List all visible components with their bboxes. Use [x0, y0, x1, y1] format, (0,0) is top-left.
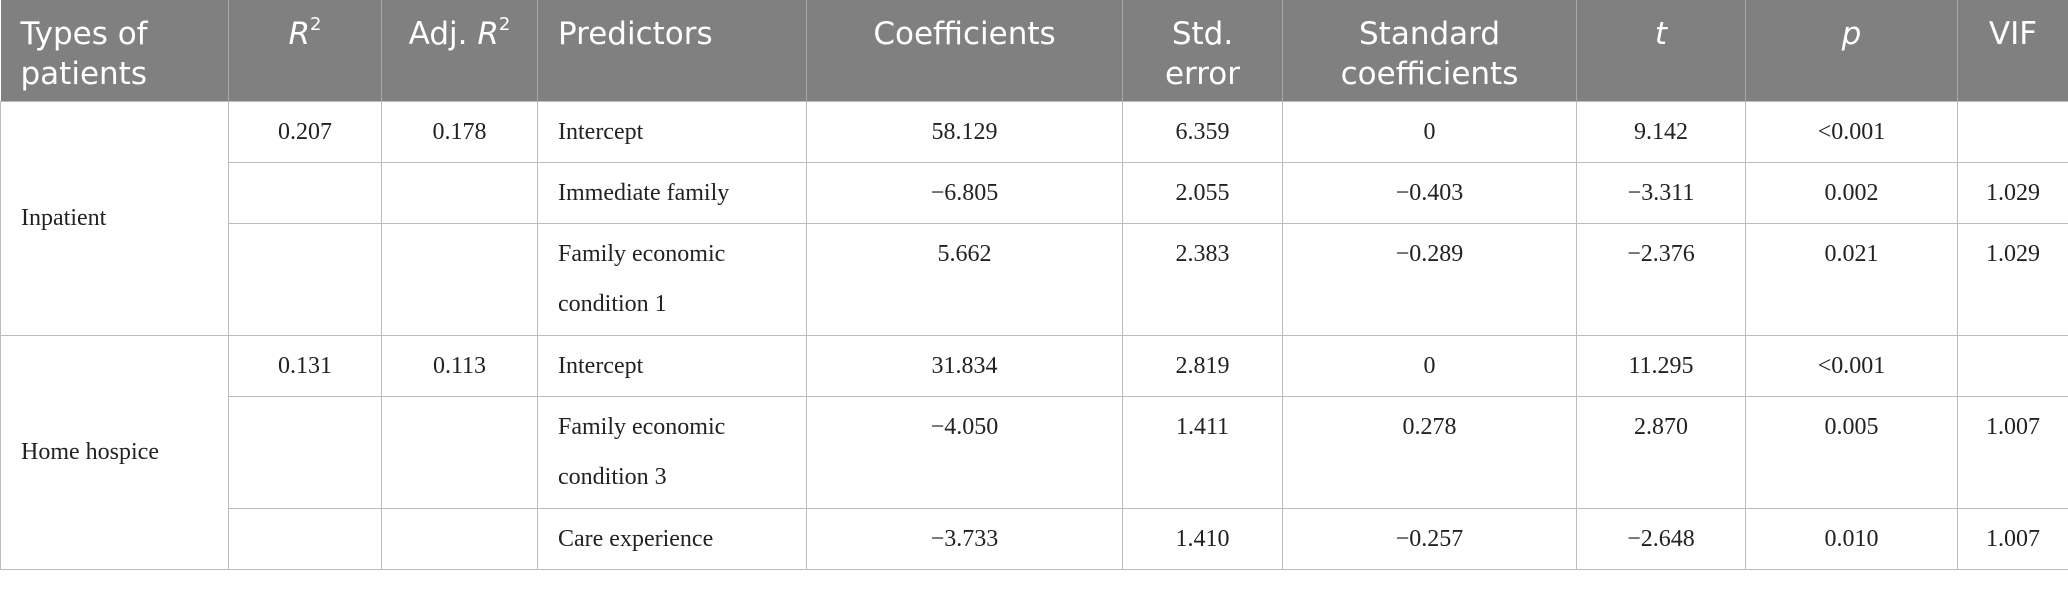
- column-header: R2: [228, 0, 382, 101]
- value-cell: 1.029: [1957, 161, 2068, 224]
- value-cell: 11.295: [1576, 334, 1746, 397]
- column-header: p: [1745, 0, 1958, 101]
- empty-cell: [1957, 334, 2068, 397]
- value-cell: −3.733: [806, 507, 1123, 570]
- column-header: Adj. R2: [381, 0, 538, 101]
- column-header: Types of patients: [0, 0, 229, 101]
- value-cell: <0.001: [1745, 334, 1958, 397]
- value-cell: −2.376: [1576, 222, 1746, 336]
- empty-cell: [381, 507, 538, 570]
- value-cell: 6.359: [1122, 100, 1283, 163]
- value-cell: 1.007: [1957, 395, 2068, 509]
- value-cell: 2.870: [1576, 395, 1746, 509]
- empty-cell: [228, 161, 382, 224]
- column-header: Predictors: [537, 0, 807, 101]
- value-cell: 2.055: [1122, 161, 1283, 224]
- value-cell: 0: [1282, 100, 1577, 163]
- header-text: Predictors: [558, 16, 713, 52]
- value-cell: −0.403: [1282, 161, 1577, 224]
- value-cell: −0.289: [1282, 222, 1577, 336]
- predictor: Family economic condition 3: [537, 395, 807, 509]
- value-cell: −2.648: [1576, 507, 1746, 570]
- value-cell: <0.001: [1745, 100, 1958, 163]
- value-cell: −3.311: [1576, 161, 1746, 224]
- empty-cell: [228, 222, 382, 336]
- header-text: Types of patients: [20, 16, 148, 92]
- value-cell: −6.805: [806, 161, 1123, 224]
- predictor: Intercept: [537, 100, 807, 163]
- header-text: Standard coefficients: [1340, 16, 1519, 92]
- patient-type: Home hospice: [0, 334, 229, 570]
- predictor: Family economic condition 1: [537, 222, 807, 336]
- column-header: Std. error: [1122, 0, 1283, 101]
- value-cell: 0.010: [1745, 507, 1958, 570]
- value-cell: 2.819: [1122, 334, 1283, 397]
- header-row: Types of patients R2 Adj. R2 Predictors Coef…: [0, 0, 2068, 101]
- value-cell: 0.002: [1745, 161, 1958, 224]
- empty-cell: [1957, 100, 2068, 163]
- table-row: Family economic condition 1 5.662 2.383 −0.…: [1, 222, 2068, 336]
- table-row: Inpatient 0.207 0.178 Intercept 58.129 6.359 0…: [0, 100, 2068, 336]
- r-squared: 0.131: [228, 334, 382, 397]
- value-cell: 2.383: [1122, 222, 1283, 336]
- r-squared: 0.207: [228, 100, 382, 163]
- empty-cell: [381, 222, 538, 336]
- header-symbol: p: [1841, 16, 1862, 52]
- table-row: Care experience −3.733 1.410 −0.257 −2.648 0.…: [1, 507, 2068, 570]
- value-cell: 0.005: [1745, 395, 1958, 509]
- predictor: Immediate family: [537, 161, 807, 224]
- table-row: Home hospice 0.131 0.113 Intercept 31.834 2.8…: [0, 334, 2068, 570]
- header-symbol: t: [1654, 16, 1668, 52]
- table-row: Family economic condition 3 −4.050 1.411 0.…: [1, 395, 2068, 509]
- column-header: Coefficients: [806, 0, 1123, 101]
- value-cell: 0.278: [1282, 395, 1577, 509]
- empty-cell: [228, 507, 382, 570]
- value-cell: 1.007: [1957, 507, 2068, 570]
- value-cell: 1.029: [1957, 222, 2068, 336]
- table-body: Inpatient 0.207 0.178 Intercept 58.129 6.359 0…: [0, 100, 2068, 570]
- header-symbol: R: [288, 16, 311, 52]
- predictor: Intercept: [537, 334, 807, 397]
- regression-table: Types of patients R2 Adj. R2 Predictors Coef…: [0, 0, 2068, 570]
- value-cell: −4.050: [806, 395, 1123, 509]
- header-text: VIF: [1988, 16, 2038, 52]
- value-cell: 58.129: [806, 100, 1123, 163]
- table-row: Immediate family −6.805 2.055 −0.403 −3.311 0…: [1, 161, 2068, 224]
- value-cell: 1.411: [1122, 395, 1283, 509]
- empty-cell: [228, 395, 382, 509]
- predictor: Care experience: [537, 507, 807, 570]
- patient-type: Inpatient: [0, 100, 229, 336]
- column-header: VIF: [1957, 0, 2068, 101]
- header-superscript: 2: [498, 14, 511, 35]
- empty-cell: [381, 161, 538, 224]
- value-cell: −0.257: [1282, 507, 1577, 570]
- column-header: t: [1576, 0, 1746, 101]
- header-text: Adj.: [408, 16, 478, 52]
- column-header: Standard coefficients: [1282, 0, 1577, 101]
- adj-r-squared: 0.113: [381, 334, 538, 397]
- value-cell: 31.834: [806, 334, 1123, 397]
- adj-r-squared: 0.178: [381, 100, 538, 163]
- value-cell: 9.142: [1576, 100, 1746, 163]
- header-text: Std. error: [1164, 16, 1241, 92]
- empty-cell: [381, 395, 538, 509]
- header-symbol: R: [477, 16, 499, 52]
- value-cell: 0: [1282, 334, 1577, 397]
- header-text: Coefficients: [873, 16, 1056, 52]
- header-superscript: 2: [310, 14, 322, 35]
- value-cell: 0.021: [1745, 222, 1958, 336]
- value-cell: 5.662: [806, 222, 1123, 336]
- value-cell: 1.410: [1122, 507, 1283, 570]
